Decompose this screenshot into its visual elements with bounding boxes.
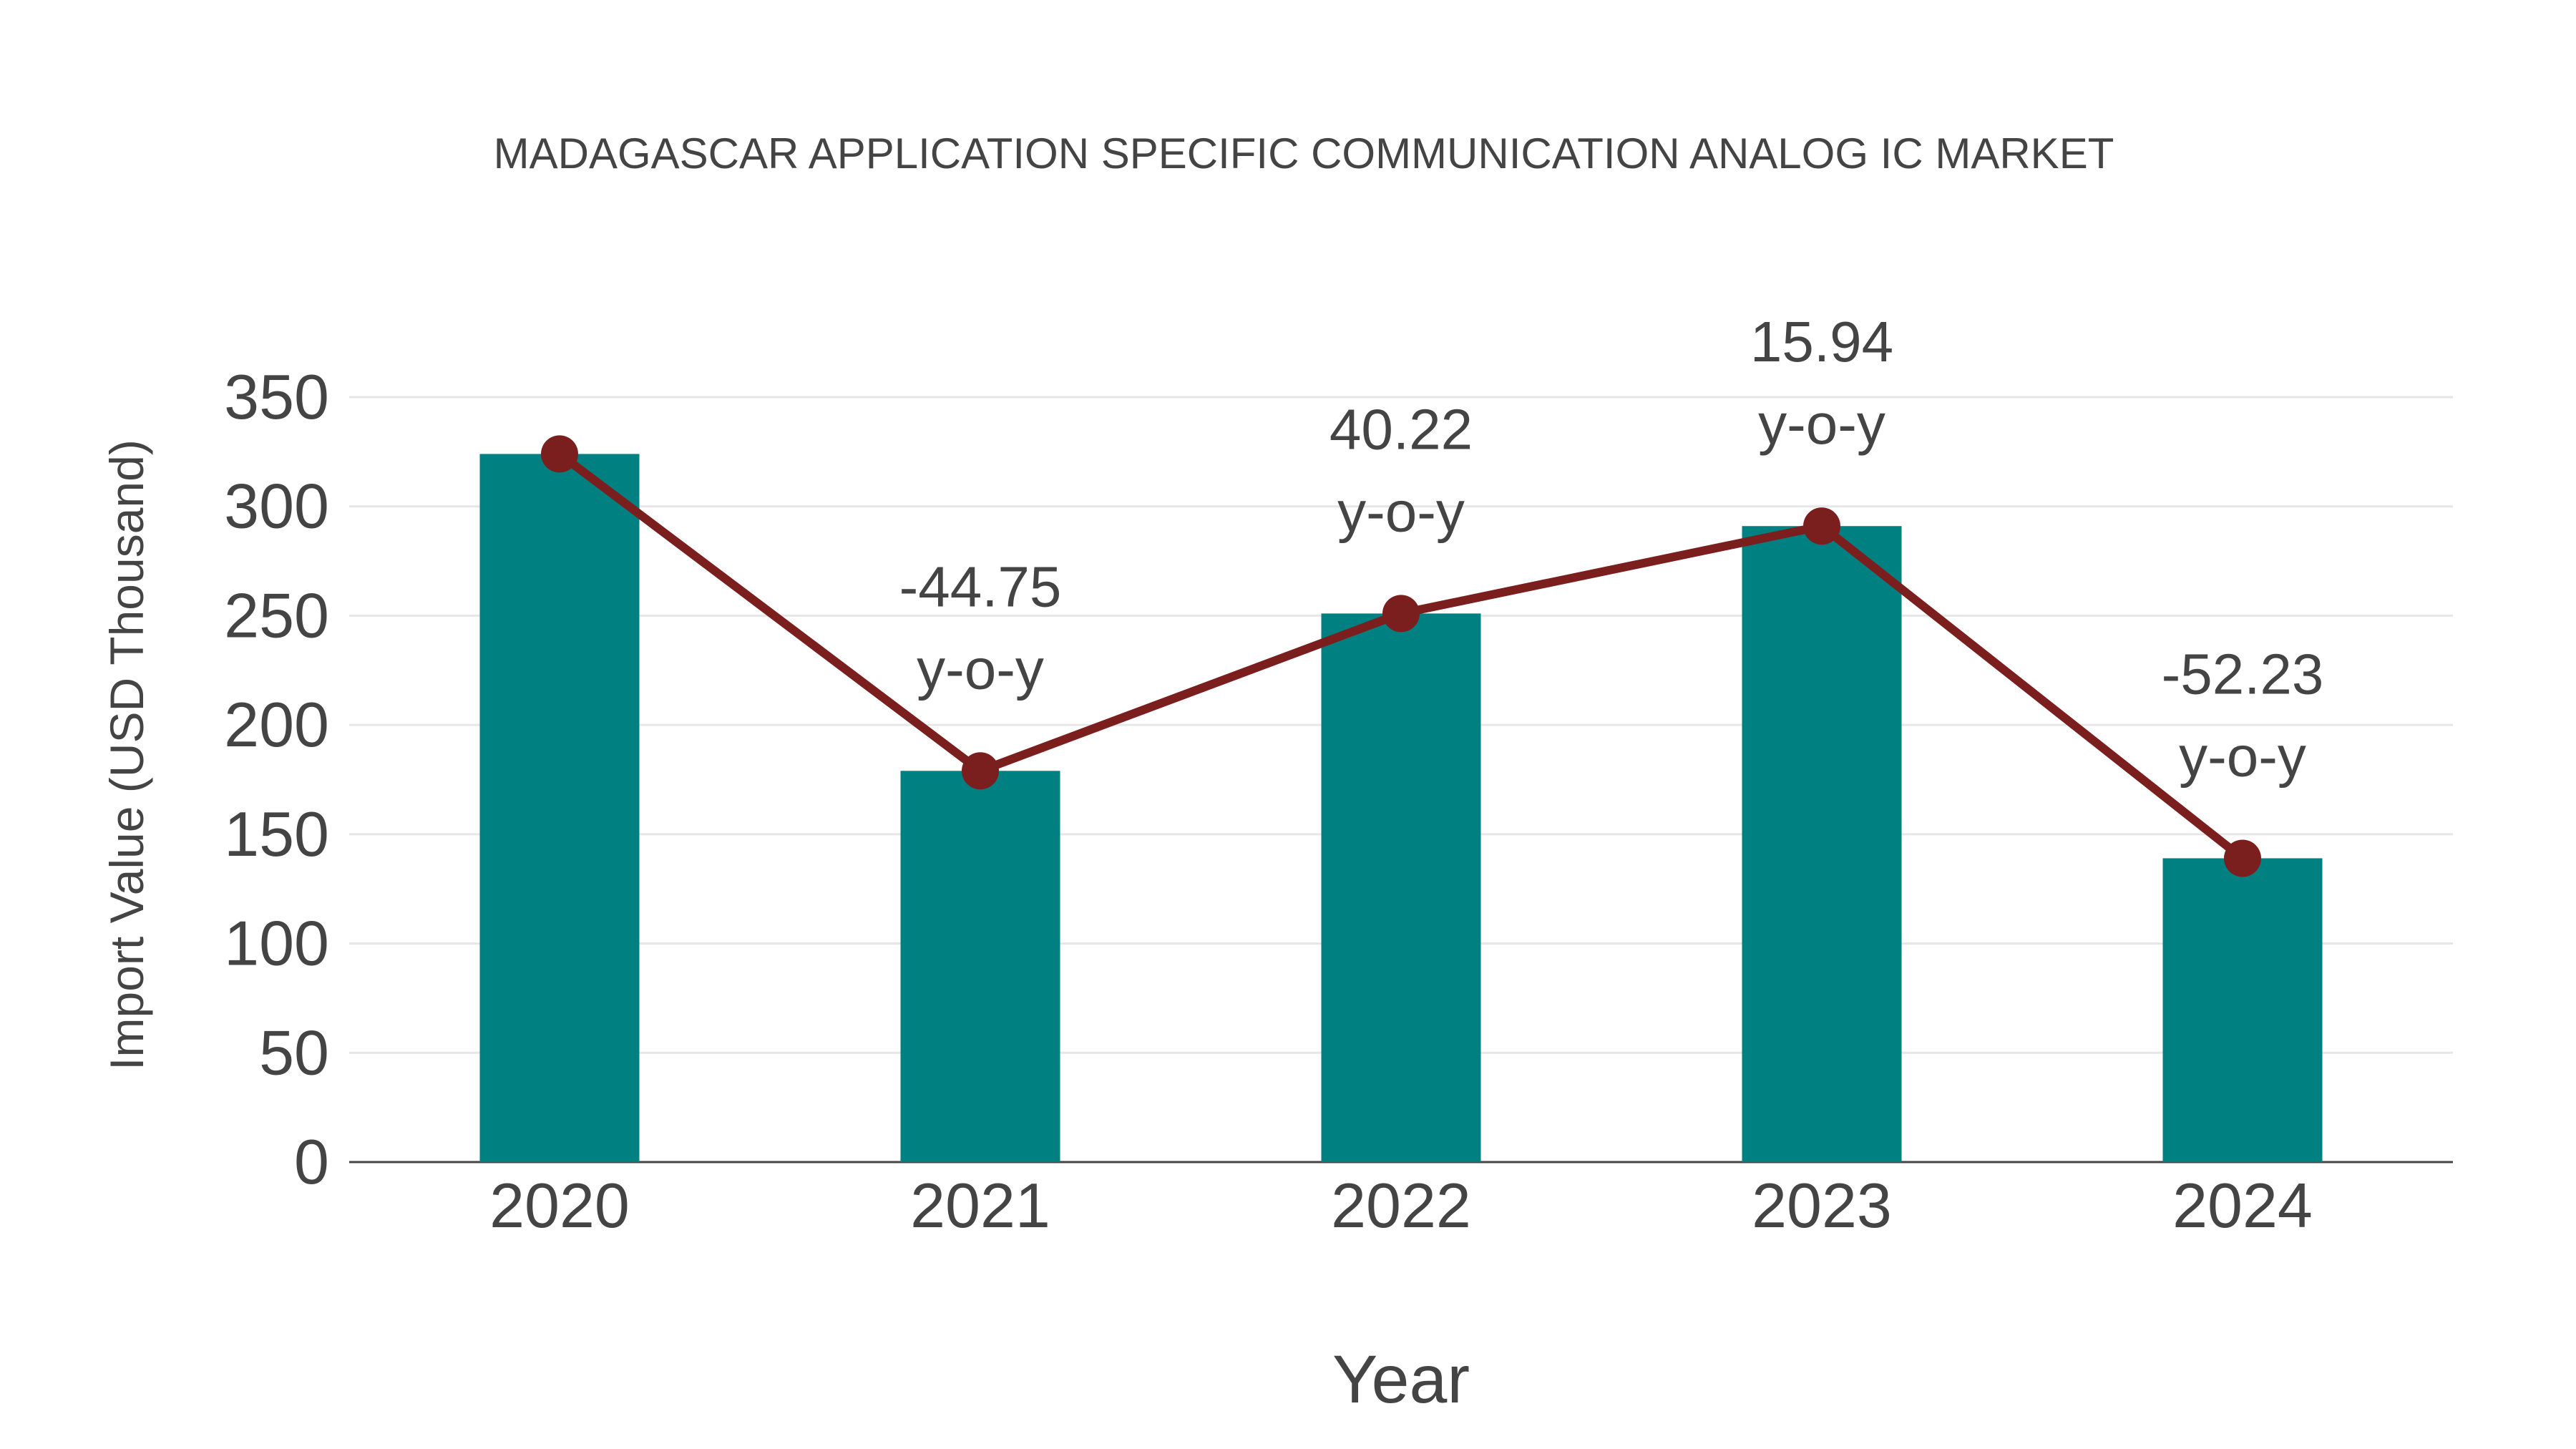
trend-point-2021	[962, 752, 999, 790]
trend-point-2020	[541, 435, 578, 473]
trend-line	[541, 435, 2261, 877]
y-axis-title: Import Value (USD Thousand)	[100, 439, 153, 1070]
y-tick-label: 100	[224, 908, 329, 979]
yoy-value: 15.94	[1750, 310, 1893, 374]
y-tick-label: 250	[224, 580, 329, 650]
y-tick-label: 150	[224, 799, 329, 869]
x-tick-label: 2021	[910, 1170, 1050, 1241]
yoy-value: -52.23	[2162, 642, 2324, 706]
y-tick-label: 50	[259, 1017, 329, 1088]
yoy-annotations: -44.75 y-o-y 40.22 y-o-y 15.94 y-o-y -52.23 y-o…	[899, 310, 2324, 788]
trend-point-2022	[1382, 595, 1420, 633]
yoy-label: y-o-y	[2179, 724, 2306, 788]
chart-title: MADAGASCAR APPLICATION SPECIFIC COMMUNIC…	[494, 130, 2114, 177]
bar-2023	[1742, 526, 1902, 1162]
yoy-label: y-o-y	[1337, 479, 1465, 543]
x-tick-label: 2022	[1331, 1170, 1471, 1241]
yoy-value: 40.22	[1330, 397, 1473, 461]
yoy-label: y-o-y	[917, 637, 1044, 701]
trend-point-2023	[1803, 507, 1840, 545]
y-tick-labels: 0 50 100 150 200 250 300 350	[224, 361, 329, 1197]
y-tick-label: 350	[224, 361, 329, 432]
yoy-label: y-o-y	[1758, 392, 1885, 456]
x-tick-label: 2024	[2172, 1170, 2313, 1241]
x-axis-title: Year	[1332, 1342, 1470, 1418]
trend-point-2024	[2224, 839, 2261, 877]
x-tick-label: 2023	[1752, 1170, 1892, 1241]
bar-2024	[2162, 858, 2323, 1162]
x-tick-label: 2020	[489, 1170, 630, 1241]
yoy-value: -44.75	[899, 555, 1062, 618]
y-tick-label: 0	[294, 1126, 329, 1197]
bar-2021	[900, 771, 1060, 1162]
bars	[479, 454, 2323, 1162]
x-tick-labels: 2020 2021 2022 2023 2024	[489, 1170, 2313, 1241]
y-tick-label: 300	[224, 471, 329, 542]
y-tick-label: 200	[224, 689, 329, 760]
bar-2020	[479, 454, 640, 1162]
bar-2022	[1321, 613, 1481, 1162]
